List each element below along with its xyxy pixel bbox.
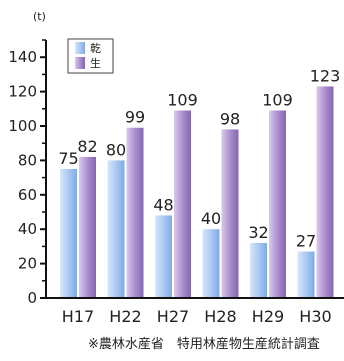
y-tick-label: 0 <box>27 289 37 307</box>
legend: 乾 生 <box>67 38 114 74</box>
data-label: 98 <box>220 109 240 128</box>
x-category-label: H29 <box>252 307 284 326</box>
legend-swatch-dry <box>75 42 85 54</box>
bar-dry-H22 <box>107 160 125 298</box>
bar-dry-H28 <box>202 229 220 298</box>
y-axis-unit: (t) <box>33 10 46 23</box>
y-tick-label: 100 <box>8 117 37 135</box>
data-label: 40 <box>201 209 221 228</box>
y-tick-label: 80 <box>18 151 37 169</box>
bar-dry-H30 <box>297 251 315 298</box>
legend-label-dry: 乾 <box>90 42 101 55</box>
bar-fresh-H29 <box>269 110 286 299</box>
x-axis-categories: H17 H22 H27 H28 H29 H30 <box>62 307 332 326</box>
data-label: 27 <box>296 232 316 251</box>
bar-fresh-H30 <box>316 86 334 298</box>
bar-dry-H29 <box>250 242 267 298</box>
data-label: 123 <box>310 66 341 85</box>
y-tick-label: 120 <box>8 83 37 101</box>
bar-fresh-H28 <box>221 129 239 298</box>
x-category-label: H28 <box>204 307 236 326</box>
bar-dry-H27 <box>155 215 172 298</box>
data-label: 109 <box>262 91 293 110</box>
y-tick-label: 60 <box>18 186 37 204</box>
data-label: 82 <box>77 137 97 156</box>
data-label: 48 <box>153 195 173 214</box>
bar-fresh-H17 <box>79 156 96 298</box>
x-category-label: H30 <box>299 307 331 326</box>
legend-label-fresh: 生 <box>90 56 101 70</box>
legend-swatch-fresh <box>75 57 85 69</box>
y-tick-label: 140 <box>8 48 37 66</box>
data-label: 75 <box>58 149 78 168</box>
source-note: ※農林水産省 特用林産物生産統計調査 <box>88 336 320 352</box>
data-label: 80 <box>106 140 126 159</box>
x-category-label: H17 <box>62 307 94 326</box>
data-label: 32 <box>248 223 268 242</box>
data-label: 109 <box>167 91 198 110</box>
bar-dry-H17 <box>60 169 77 298</box>
bar-fresh-H27 <box>174 110 191 299</box>
data-label: 99 <box>125 108 145 127</box>
bar-fresh-H22 <box>126 127 144 298</box>
x-category-label: H22 <box>109 307 141 326</box>
x-category-label: H27 <box>157 307 189 326</box>
y-tick-label: 40 <box>18 220 37 238</box>
y-axis-ticks: 0 20 40 60 80 100 120 140 <box>8 39 46 307</box>
y-tick-label: 20 <box>18 255 37 273</box>
